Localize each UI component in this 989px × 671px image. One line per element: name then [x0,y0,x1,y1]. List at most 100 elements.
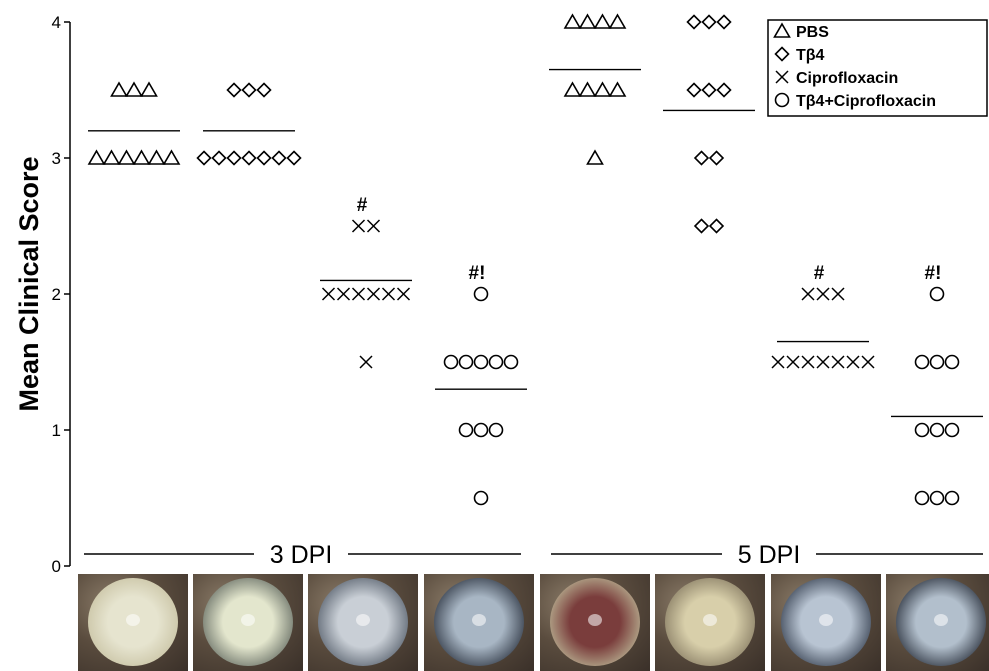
legend-marker [774,92,790,108]
data-point [708,150,725,166]
data-point [831,355,845,369]
y-axis-title: Mean Clinical Score [14,156,44,411]
data-point [914,490,930,506]
data-point [801,287,815,301]
legend-marker [775,70,789,84]
significance-label: #! [925,263,942,284]
data-point [686,14,702,30]
data-point [211,150,227,166]
legend: PBS Tβ4 Ciprofloxacin Tβ4+Ciprofloxacin [767,19,988,117]
eye-photo-strip [78,574,989,671]
light-reflection [126,614,140,626]
mean-lines [88,68,983,418]
data-point [816,355,830,369]
data-point [488,422,504,438]
eye-photo [540,574,650,671]
data-point [147,149,166,165]
legend-marker [773,22,791,38]
data-point [396,287,411,301]
data-point [816,287,830,301]
legend-label: Tβ4+Ciprofloxacin [796,93,936,110]
significance-label: # [357,195,368,216]
data-point [693,218,710,234]
data-point [593,81,612,97]
data-point [366,287,381,301]
data-point [381,287,396,301]
data-point [563,81,582,97]
data-point [162,149,181,165]
data-point [944,490,960,506]
data-point [929,422,945,438]
data-point [458,422,474,438]
data-point [196,150,212,166]
data-point [578,13,597,29]
period-labels: 3 DPI 5 DPI [84,541,983,569]
data-point [701,82,717,98]
data-point [359,355,373,369]
light-reflection [241,614,255,626]
data-point [846,355,860,369]
data-point [801,355,815,369]
legend-label: PBS [796,24,829,41]
period-label: 3 DPI [270,541,333,569]
y-tick-label: 1 [52,421,61,440]
light-reflection [819,614,833,626]
data-point [861,355,875,369]
eye-photo [424,574,534,671]
data-point [102,149,121,165]
eye-photo [193,574,303,671]
period-label: 5 DPI [738,541,801,569]
data-point [693,150,710,166]
data-point [458,354,474,370]
data-point [443,354,459,370]
data-point [132,149,151,165]
legend-box [767,19,988,117]
data-point [117,149,136,165]
legend-marker [774,46,790,62]
light-reflection [472,614,486,626]
data-point [241,150,257,166]
eye-photo [771,574,881,671]
data-point [226,150,242,166]
significance-label: #! [469,263,486,284]
data-point [944,354,960,370]
data-point [929,354,945,370]
data-point [716,14,732,30]
significance-annotations: # # #! #! [357,195,942,284]
data-point [286,150,302,166]
y-tick-label: 3 [52,149,61,168]
data-point [366,219,381,233]
data-point [336,287,351,301]
eye-photo [78,574,188,671]
significance-label: # [814,263,825,284]
data-point [87,149,106,165]
data-point [473,354,489,370]
data-point [608,13,627,29]
data-point [256,82,272,98]
data-point [241,82,257,98]
data-point [786,355,800,369]
data-points [87,13,960,506]
data-point [771,355,785,369]
data-point [563,13,582,29]
legend-label: Tβ4 [796,47,825,64]
data-point [686,82,702,98]
eye-photo [886,574,989,671]
data-point [503,354,519,370]
data-point [271,150,287,166]
y-tick-label: 2 [52,285,61,304]
data-point [226,82,242,98]
data-point [914,422,930,438]
light-reflection [356,614,370,626]
light-reflection [588,614,602,626]
data-point [473,286,489,302]
eye-photo [308,574,418,671]
data-point [473,490,489,506]
legend-label: Ciprofloxacin [796,70,898,87]
data-point [488,354,504,370]
data-point [473,422,489,438]
y-axis: 0 1 2 3 4 Mean Clinical Score [14,13,71,574]
data-point [831,287,845,301]
data-point [929,490,945,506]
eye-photo [655,574,765,671]
